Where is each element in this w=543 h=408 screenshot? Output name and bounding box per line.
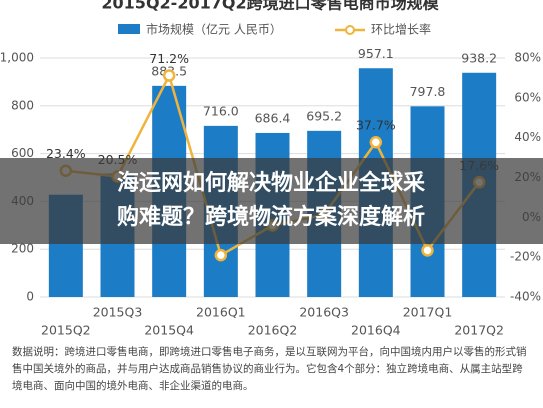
legend-swatch bbox=[118, 24, 140, 34]
y2-tick-label: 80% bbox=[514, 51, 541, 65]
x-tick-label: 2017Q1 bbox=[403, 305, 453, 320]
line-marker bbox=[162, 69, 176, 82]
chart-title: 2015Q2-2017Q2跨境进口零售电商市场规模 bbox=[101, 0, 439, 13]
banner-text: 海运网如何解决物业企业全球采购难题？跨境物流方案深度解析 bbox=[117, 170, 425, 230]
x-tick-label: 2015Q3 bbox=[93, 305, 143, 320]
line-value-label: 23.4% bbox=[46, 146, 86, 161]
y-tick-label: 0 bbox=[26, 290, 34, 304]
line-value-label: 37.7% bbox=[356, 118, 396, 133]
bar-value-label: 797.8 bbox=[410, 84, 446, 99]
legend-swatch bbox=[345, 25, 355, 35]
bar-value-label: 716.0 bbox=[203, 103, 239, 118]
y-tick-label: 200 bbox=[11, 242, 34, 256]
legend-label: 环比增长率 bbox=[371, 22, 431, 37]
line-marker bbox=[369, 135, 383, 149]
banner bbox=[0, 158, 543, 244]
bar-value-label: 695.2 bbox=[306, 108, 342, 123]
legend-label: 市场规模（亿元 人民币） bbox=[146, 22, 282, 37]
y2-tick-label: 60% bbox=[514, 90, 541, 104]
x-tick-label: 2015Q2 bbox=[41, 323, 91, 338]
x-tick-label: 2016Q2 bbox=[248, 323, 298, 338]
x-tick-label: 2016Q4 bbox=[351, 323, 401, 338]
banner-line: 海运网如何解决物业企业全球采 bbox=[117, 170, 425, 196]
banner-line: 购难题？跨境物流方案深度解析 bbox=[117, 204, 425, 230]
note: 数据说明：跨境进口零售电商，即跨境进口零售电子商务，是以互联网为平台，向中国境内… bbox=[12, 346, 527, 392]
y2-tick-label: 40% bbox=[514, 130, 541, 144]
y2-tick-label: -40% bbox=[510, 290, 541, 304]
y-tick-label: 600 bbox=[11, 146, 34, 160]
x-tick-label: 2016Q3 bbox=[299, 305, 349, 320]
bar-value-label: 938.2 bbox=[461, 50, 497, 65]
line-value-label: 71.2% bbox=[149, 51, 189, 66]
line-marker bbox=[214, 248, 228, 262]
x-tick-label: 2016Q1 bbox=[196, 305, 246, 320]
y-tick-label: 1,000 bbox=[0, 51, 34, 65]
bar-value-label: 686.4 bbox=[255, 110, 291, 125]
x-tick-label: 2017Q2 bbox=[454, 323, 504, 338]
line-marker bbox=[421, 244, 434, 257]
y-tick-label: 800 bbox=[11, 98, 34, 112]
x-tick-label: 2015Q4 bbox=[144, 323, 194, 338]
bar-value-label: 957.1 bbox=[358, 46, 394, 61]
y2-tick-label: -20% bbox=[510, 250, 541, 264]
